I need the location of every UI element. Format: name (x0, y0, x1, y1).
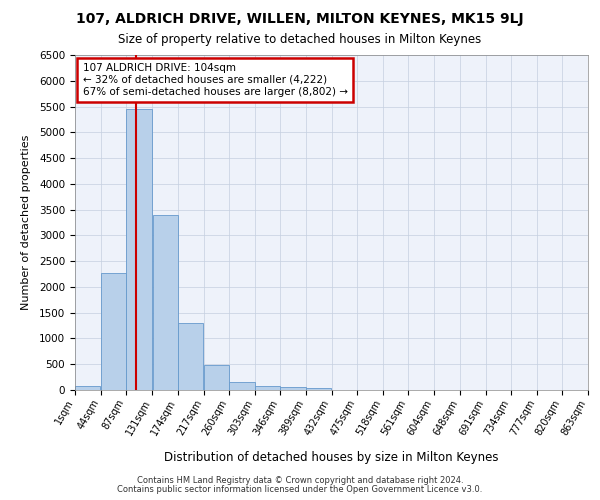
Bar (152, 216, 178, 390)
Bar (306, 388, 331, 390)
Bar (127, 109, 152, 390)
Bar (280, 387, 306, 390)
Text: 107 ALDRICH DRIVE: 104sqm
← 32% of detached houses are smaller (4,222)
67% of se: 107 ALDRICH DRIVE: 104sqm ← 32% of detac… (83, 64, 347, 96)
Bar (255, 386, 280, 390)
X-axis label: Distribution of detached houses by size in Milton Keynes: Distribution of detached houses by size … (164, 450, 499, 464)
Bar (178, 324, 203, 390)
Text: Contains HM Land Registry data © Crown copyright and database right 2024.: Contains HM Land Registry data © Crown c… (137, 476, 463, 485)
Text: Size of property relative to detached houses in Milton Keynes: Size of property relative to detached ho… (118, 32, 482, 46)
Text: 107, ALDRICH DRIVE, WILLEN, MILTON KEYNES, MK15 9LJ: 107, ALDRICH DRIVE, WILLEN, MILTON KEYNE… (76, 12, 524, 26)
Y-axis label: Number of detached properties: Number of detached properties (20, 135, 31, 310)
Bar (203, 366, 229, 390)
Bar (101, 273, 126, 390)
Text: Contains public sector information licensed under the Open Government Licence v3: Contains public sector information licen… (118, 485, 482, 494)
Bar (229, 382, 254, 390)
Bar (75, 386, 100, 390)
